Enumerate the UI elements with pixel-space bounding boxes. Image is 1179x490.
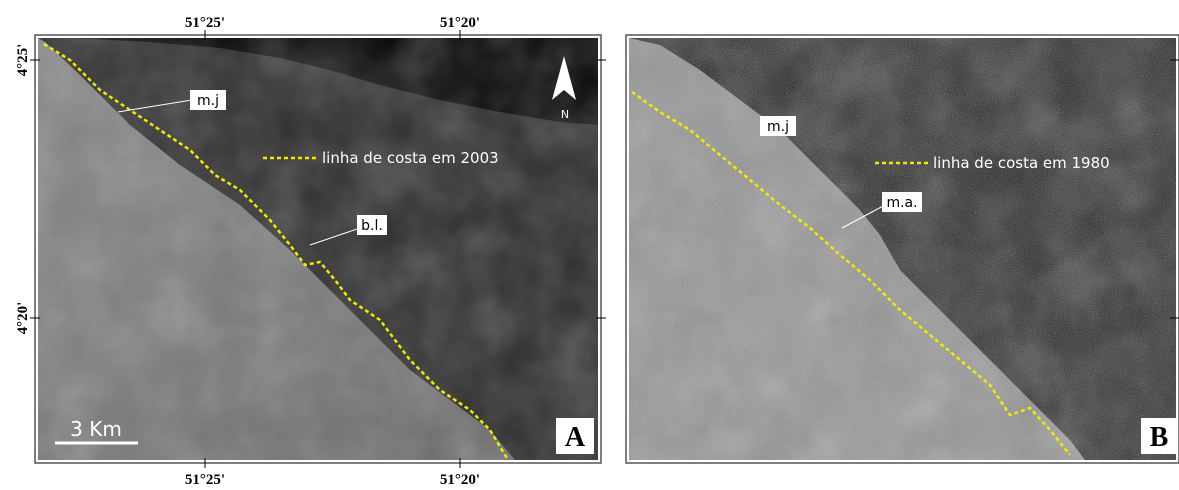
label-box bbox=[190, 90, 226, 110]
label-box bbox=[882, 192, 922, 212]
scale-label: 3 Km bbox=[70, 417, 122, 441]
texture bbox=[629, 38, 1176, 460]
x-label: 51°25' bbox=[185, 15, 225, 31]
panel-a: 51°25' 51°20' 51°25' 51°20' 4°25' 4°20' … bbox=[15, 15, 606, 488]
label: m.j bbox=[767, 119, 789, 135]
y-label: 4°25' bbox=[15, 44, 31, 77]
north-arrow bbox=[552, 56, 576, 100]
coastline bbox=[43, 42, 510, 460]
label-box bbox=[760, 116, 796, 136]
legend-text: linha de costa em 1980 bbox=[933, 154, 1110, 172]
legend-text: linha de costa em 2003 bbox=[322, 149, 499, 167]
label-box bbox=[357, 215, 387, 235]
letter-box bbox=[1141, 418, 1177, 454]
x-label: 51°20' bbox=[440, 15, 480, 31]
x-label: 51°20' bbox=[440, 472, 480, 488]
panel-letter: B bbox=[1150, 422, 1169, 453]
leader bbox=[117, 99, 193, 113]
label: m.a. bbox=[886, 195, 917, 211]
label: b.l. bbox=[361, 218, 383, 234]
x-label: 51°25' bbox=[185, 472, 225, 488]
letter-box bbox=[556, 418, 594, 454]
texture bbox=[38, 38, 598, 460]
coastline bbox=[631, 90, 1071, 456]
panel-letter: A bbox=[565, 422, 586, 453]
panel-b: m.j linha de costa em 1980 m.a. B bbox=[625, 34, 1179, 464]
leader bbox=[309, 227, 361, 246]
north-label: N bbox=[561, 108, 569, 121]
label: m.j bbox=[197, 93, 219, 109]
y-label: 4°20' bbox=[15, 302, 31, 335]
leader bbox=[841, 204, 886, 229]
